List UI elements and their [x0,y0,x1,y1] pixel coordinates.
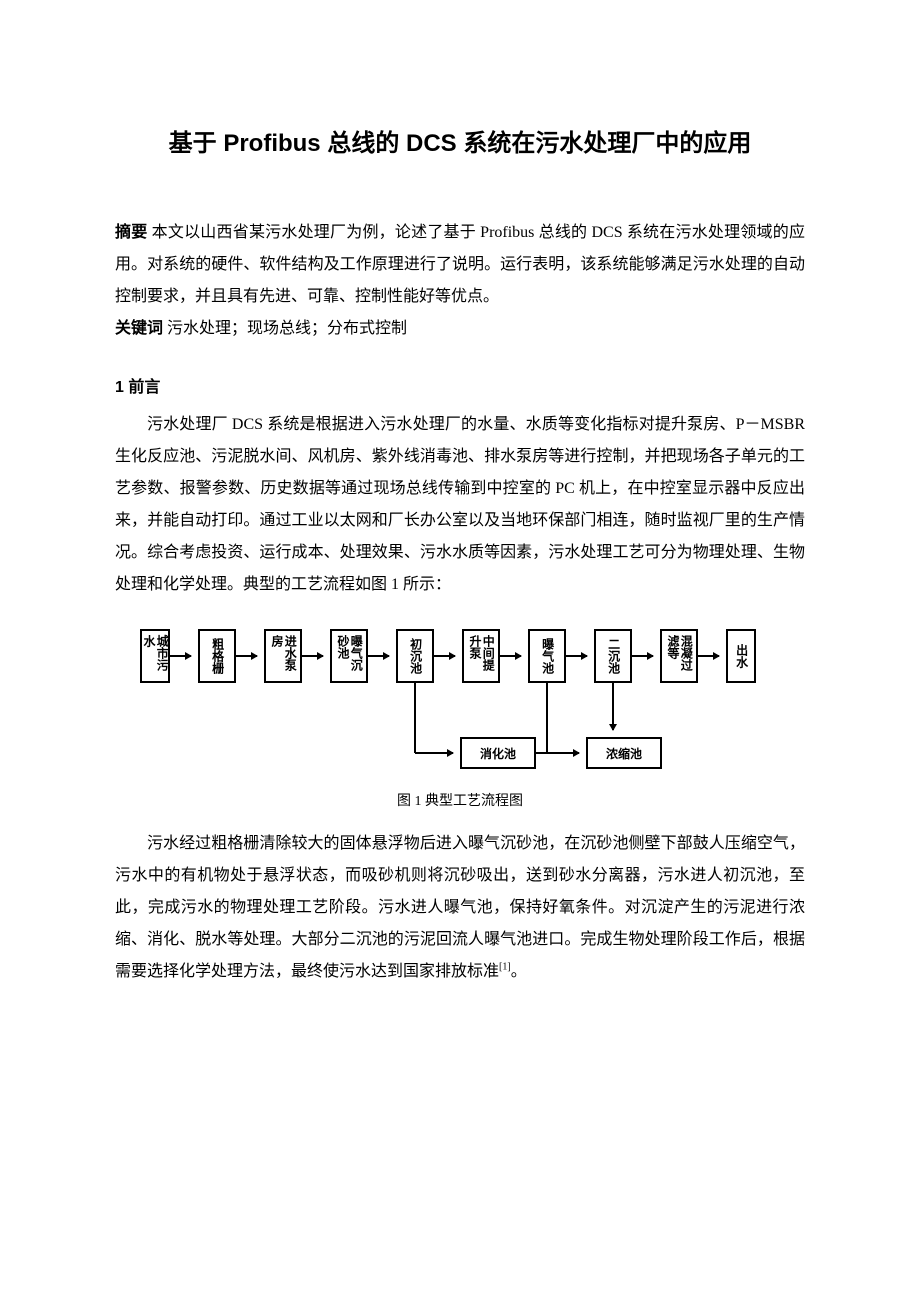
section-1-para-1: 污水处理厂 DCS 系统是根据进入污水处理厂的水量、水质等变化指标对提升泵房、P… [115,409,805,601]
page: 基于 Profibus 总线的 DCS 系统在污水处理厂中的应用 摘要 本文以山… [0,0,920,1048]
keywords-paragraph: 关键词 污水处理；现场总线；分布式控制 [115,313,805,345]
flow-line-n5-down [414,683,416,753]
flow-arrow-top-0 [170,655,191,657]
figure-1-flowchart: 城市污水粗格栅进水泵房曝气沉砂池初沉池中间提升泵曝气池二沉池混凝过滤等出水消化池… [140,617,780,782]
keywords-text: 污水处理；现场总线；分布式控制 [163,320,407,337]
flow-arrow-top-2 [302,655,323,657]
flow-arrow-top-6 [566,655,587,657]
flow-line-n7-down [546,683,548,753]
flow-node-n9: 混凝过滤等 [660,629,698,683]
keywords-label: 关键词 [115,320,163,337]
flow-arrow-n5-to-b1 [415,752,453,754]
flow-arrow-top-8 [698,655,719,657]
para-2-text-b: 。 [511,963,527,980]
flow-node-n2: 粗格栅 [198,629,236,683]
flow-arrow-top-1 [236,655,257,657]
flow-arrow-top-3 [368,655,389,657]
flow-node-b1: 消化池 [460,737,536,769]
figure-1-caption: 图 1 典型工艺流程图 [115,790,805,810]
flow-arrow-top-7 [632,655,653,657]
flow-arrow-top-4 [434,655,455,657]
section-1-para-2: 污水经过粗格栅清除较大的固体悬浮物后进入曝气沉砂池，在沉砂池侧壁下部鼓人压缩空气… [115,828,805,988]
citation-1: [1] [499,962,511,973]
para-2-text-a: 污水经过粗格栅清除较大的固体悬浮物后进入曝气沉砂池，在沉砂池侧壁下部鼓人压缩空气… [115,835,805,980]
flow-node-n6: 中间提升泵 [462,629,500,683]
flow-node-n4: 曝气沉砂池 [330,629,368,683]
abstract-label: 摘要 [115,224,147,241]
flow-node-n1: 城市污水 [140,629,170,683]
abstract-paragraph: 摘要 本文以山西省某污水处理厂为例，论述了基于 Profibus 总线的 DCS… [115,217,805,313]
flow-arrow-bottom [536,752,579,754]
abstract-text: 本文以山西省某污水处理厂为例，论述了基于 Profibus 总线的 DCS 系统… [115,224,805,305]
flow-node-b2: 浓缩池 [586,737,662,769]
flow-arrow-n8-to-b2 [612,683,614,730]
flow-node-n10: 出水 [726,629,756,683]
flowchart-canvas: 城市污水粗格栅进水泵房曝气沉砂池初沉池中间提升泵曝气池二沉池混凝过滤等出水消化池… [140,617,780,782]
flow-arrow-top-5 [500,655,521,657]
section-1-heading: 1 前言 [115,373,805,397]
paper-title: 基于 Profibus 总线的 DCS 系统在污水处理厂中的应用 [115,126,805,162]
flow-node-n5: 初沉池 [396,629,434,683]
flow-node-n3: 进水泵房 [264,629,302,683]
flow-node-n8: 二沉池 [594,629,632,683]
flow-node-n7: 曝气池 [528,629,566,683]
